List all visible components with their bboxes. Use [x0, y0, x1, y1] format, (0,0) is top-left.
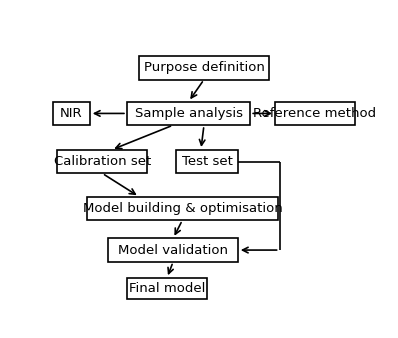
Text: Test set: Test set	[181, 155, 232, 168]
Bar	[127, 278, 207, 299]
Text: Model building & optimisation: Model building & optimisation	[82, 202, 282, 215]
Bar	[139, 56, 269, 80]
Bar	[108, 238, 238, 262]
Bar	[176, 150, 238, 173]
Bar	[127, 102, 250, 125]
Text: Reference method: Reference method	[254, 107, 377, 120]
Bar	[87, 197, 278, 220]
Text: Purpose definition: Purpose definition	[144, 62, 264, 74]
Text: NIR: NIR	[60, 107, 83, 120]
Bar	[275, 102, 355, 125]
Text: Calibration set: Calibration set	[54, 155, 151, 168]
Bar	[57, 150, 147, 173]
Text: Final model: Final model	[129, 282, 205, 295]
Text: Sample analysis: Sample analysis	[135, 107, 242, 120]
Text: Model validation: Model validation	[118, 244, 228, 257]
Bar	[53, 102, 90, 125]
